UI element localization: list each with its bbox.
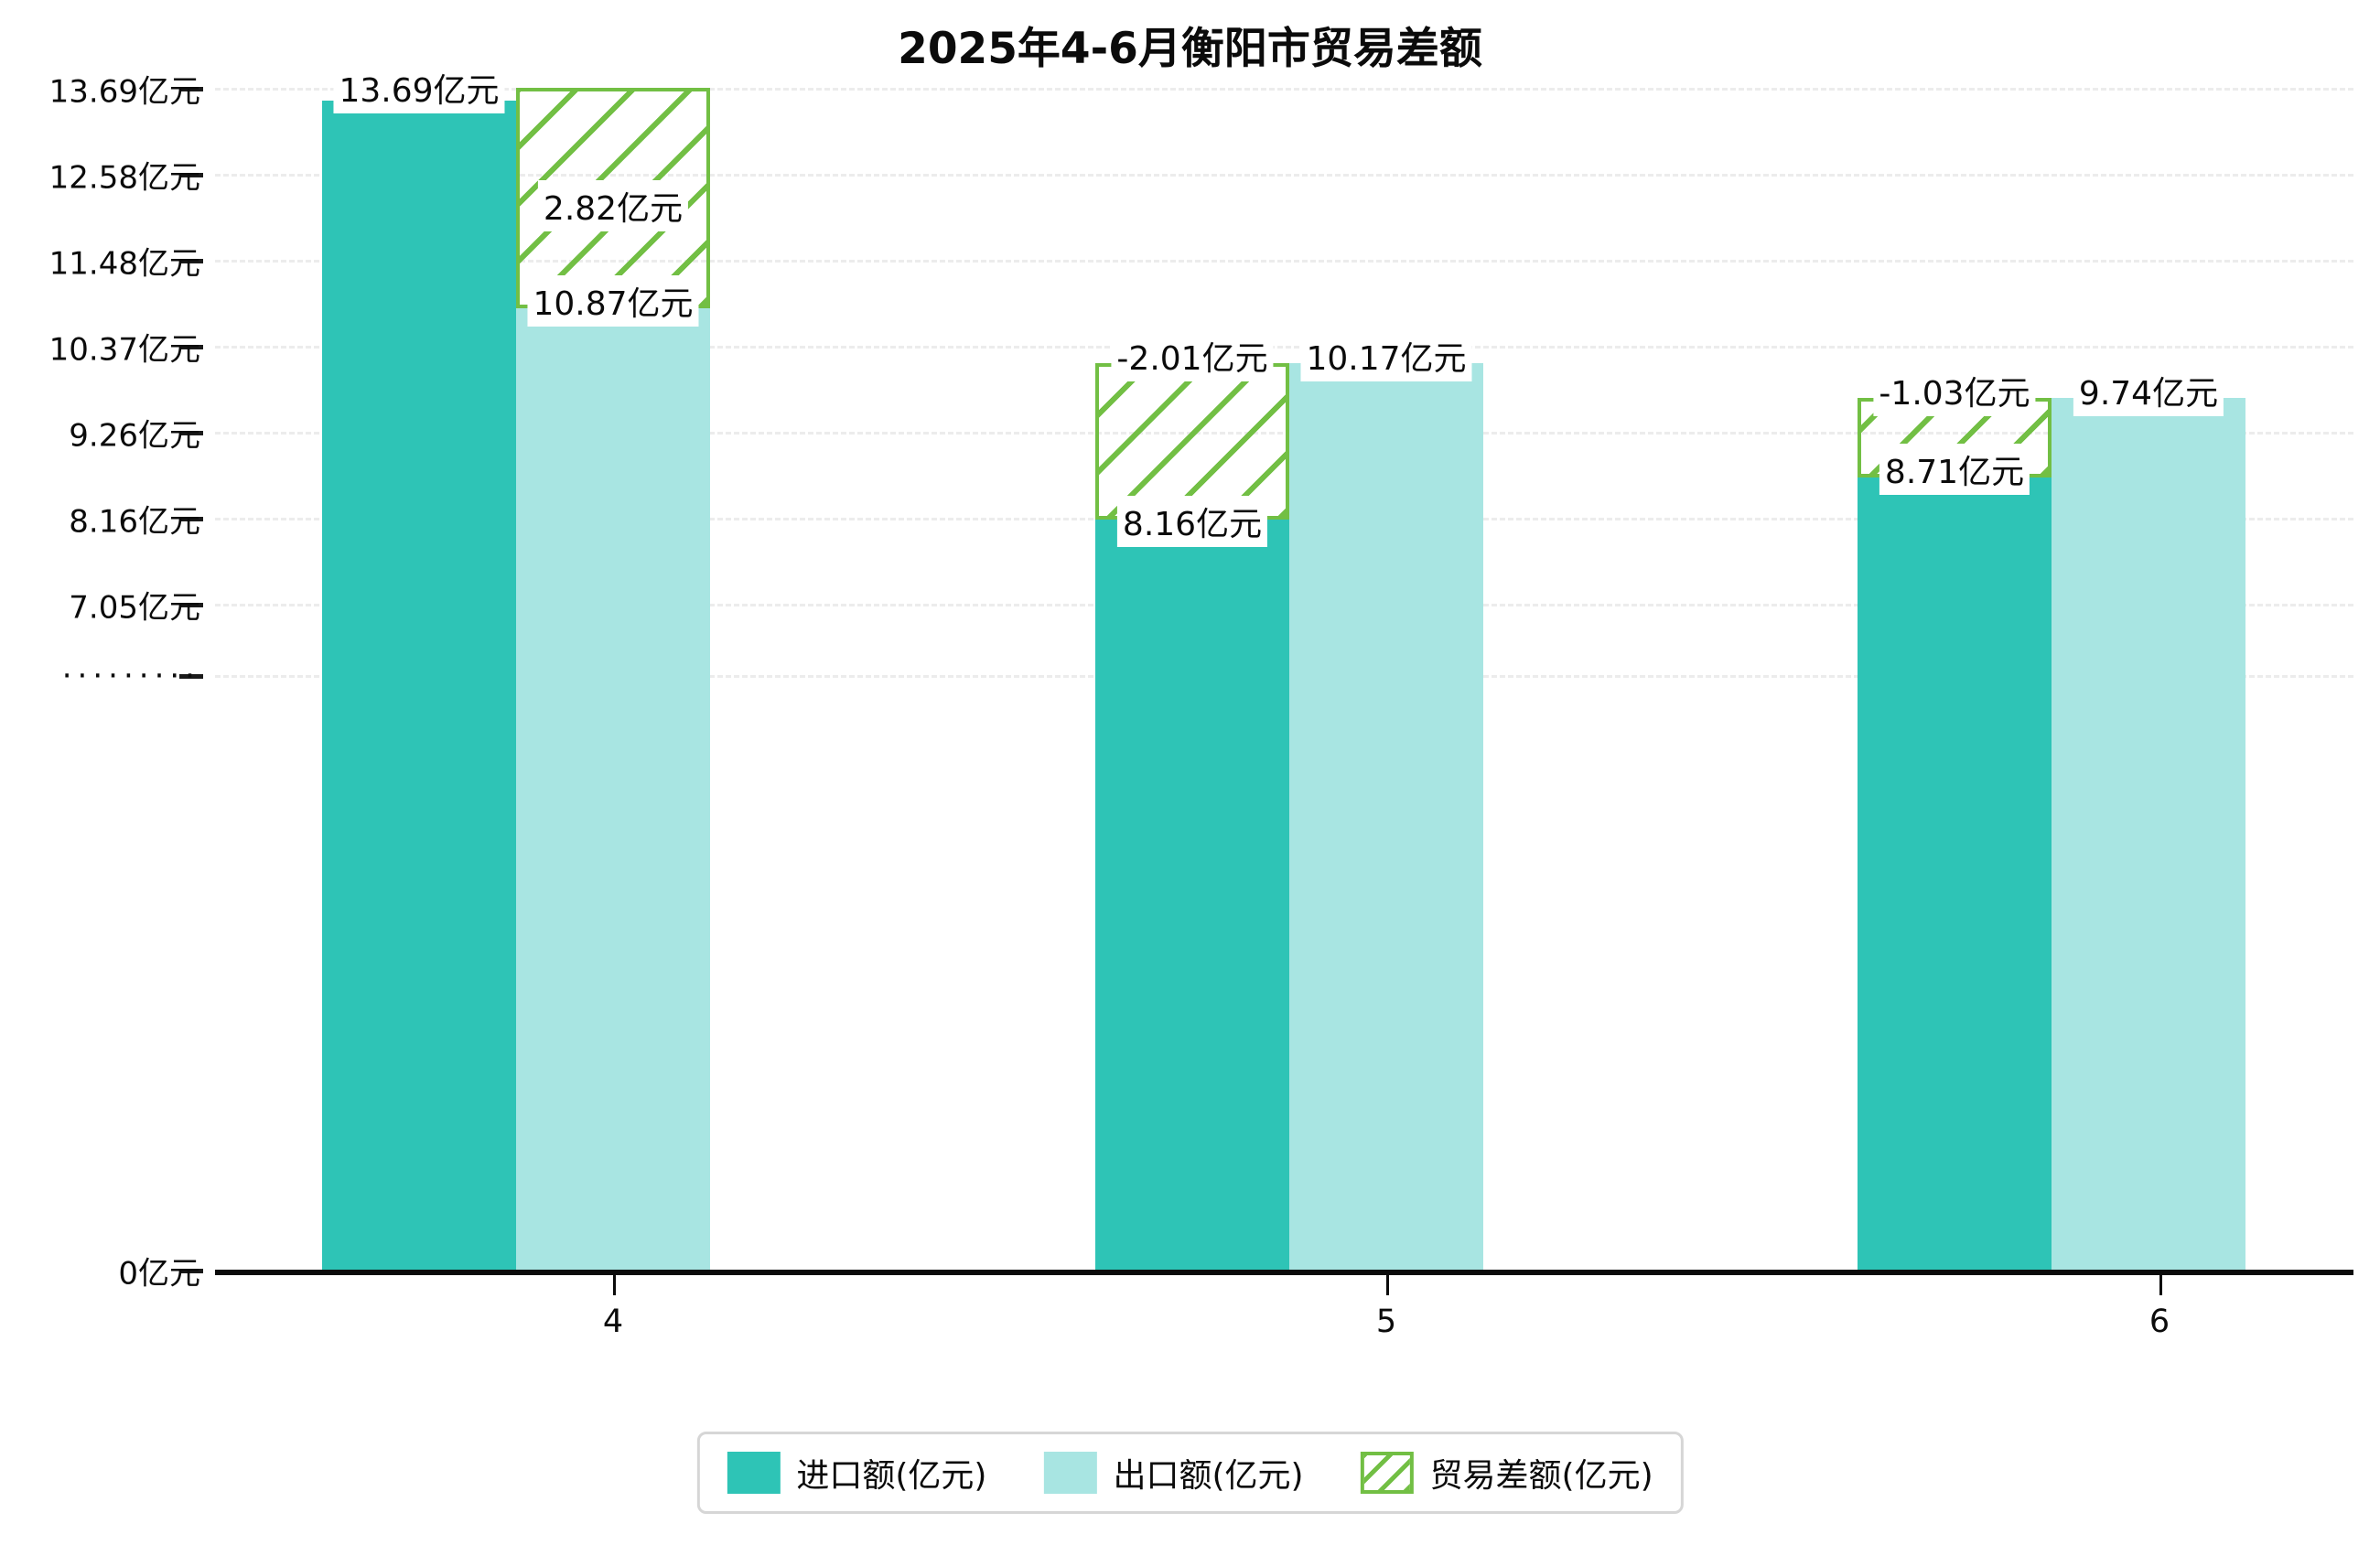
legend-item-import[interactable]: 进口额(亿元) xyxy=(727,1449,986,1497)
x-axis-label-5: 5 xyxy=(1375,1304,1397,1340)
y-axis-label: 9.26亿元 xyxy=(69,417,200,455)
y-tick xyxy=(179,603,203,607)
y-tick xyxy=(179,517,203,521)
value-label-diff-5: -2.01亿元 xyxy=(1111,330,1274,381)
x-axis-label-4: 4 xyxy=(602,1304,624,1340)
y-tick xyxy=(179,173,203,177)
x-axis-label-6: 6 xyxy=(2148,1304,2170,1340)
gridline xyxy=(215,174,2353,177)
y-axis-label: 8.16亿元 xyxy=(69,503,200,541)
x-tick xyxy=(2159,1275,2162,1295)
y-axis-label: 10.37亿元 xyxy=(48,331,200,369)
legend-swatch-diff-icon xyxy=(1360,1452,1414,1494)
y-tick xyxy=(179,259,203,263)
x-tick xyxy=(613,1275,616,1295)
gridline xyxy=(215,260,2353,263)
plot-area: 13.69亿元 10.87亿元 2.82亿元 8.16亿元 10.17亿元 -2… xyxy=(215,62,2353,1271)
bar-export-5[interactable] xyxy=(1289,363,1483,1271)
value-label-export-6: 9.74亿元 xyxy=(2073,365,2224,416)
y-axis-label: 13.69亿元 xyxy=(48,73,200,111)
value-label-export-5: 10.17亿元 xyxy=(1300,330,1472,381)
y-tick xyxy=(179,87,203,91)
y-tick xyxy=(179,431,203,435)
bar-import-5[interactable] xyxy=(1095,520,1289,1271)
y-tick xyxy=(179,674,203,679)
legend-swatch-export-icon xyxy=(1043,1452,1097,1494)
y-axis-label: 12.58亿元 xyxy=(48,159,200,197)
value-label-import-6: 8.71亿元 xyxy=(1879,444,2030,495)
bar-import-4[interactable] xyxy=(322,101,516,1271)
bar-export-6[interactable] xyxy=(2052,398,2245,1271)
legend-label-import: 进口额(亿元) xyxy=(796,1457,987,1495)
gridline xyxy=(215,346,2353,349)
value-label-diff-6: -1.03亿元 xyxy=(1873,365,2036,416)
chart-legend: 进口额(亿元) 出口额(亿元) 贸易差额(亿元) xyxy=(696,1432,1684,1514)
bar-import-6[interactable] xyxy=(1858,477,2052,1271)
chart-title: 2025年4-6月衡阳市贸易差额 xyxy=(898,24,1482,74)
value-label-import-4: 13.69亿元 xyxy=(333,62,505,113)
value-label-import-5: 8.16亿元 xyxy=(1116,496,1268,547)
value-label-diff-4: 2.82亿元 xyxy=(537,180,689,231)
bar-export-4[interactable] xyxy=(516,308,710,1271)
legend-swatch-import-icon xyxy=(727,1452,781,1494)
y-axis-label: 7.05亿元 xyxy=(69,589,200,627)
gridline xyxy=(215,88,2353,91)
value-label-export-4: 10.87亿元 xyxy=(527,275,699,327)
legend-item-diff[interactable]: 贸易差额(亿元) xyxy=(1360,1449,1653,1497)
x-axis-line xyxy=(215,1270,2353,1275)
y-axis-break-label: ········· xyxy=(61,658,200,694)
legend-item-export[interactable]: 出口额(亿元) xyxy=(1043,1449,1304,1497)
y-axis-label: 11.48亿元 xyxy=(48,245,200,283)
legend-label-diff: 贸易差额(亿元) xyxy=(1429,1457,1653,1495)
y-tick xyxy=(179,1269,203,1273)
y-tick xyxy=(179,345,203,349)
legend-label-export: 出口额(亿元) xyxy=(1113,1457,1304,1495)
x-tick xyxy=(1386,1275,1389,1295)
y-axis-label: 0亿元 xyxy=(118,1255,200,1293)
